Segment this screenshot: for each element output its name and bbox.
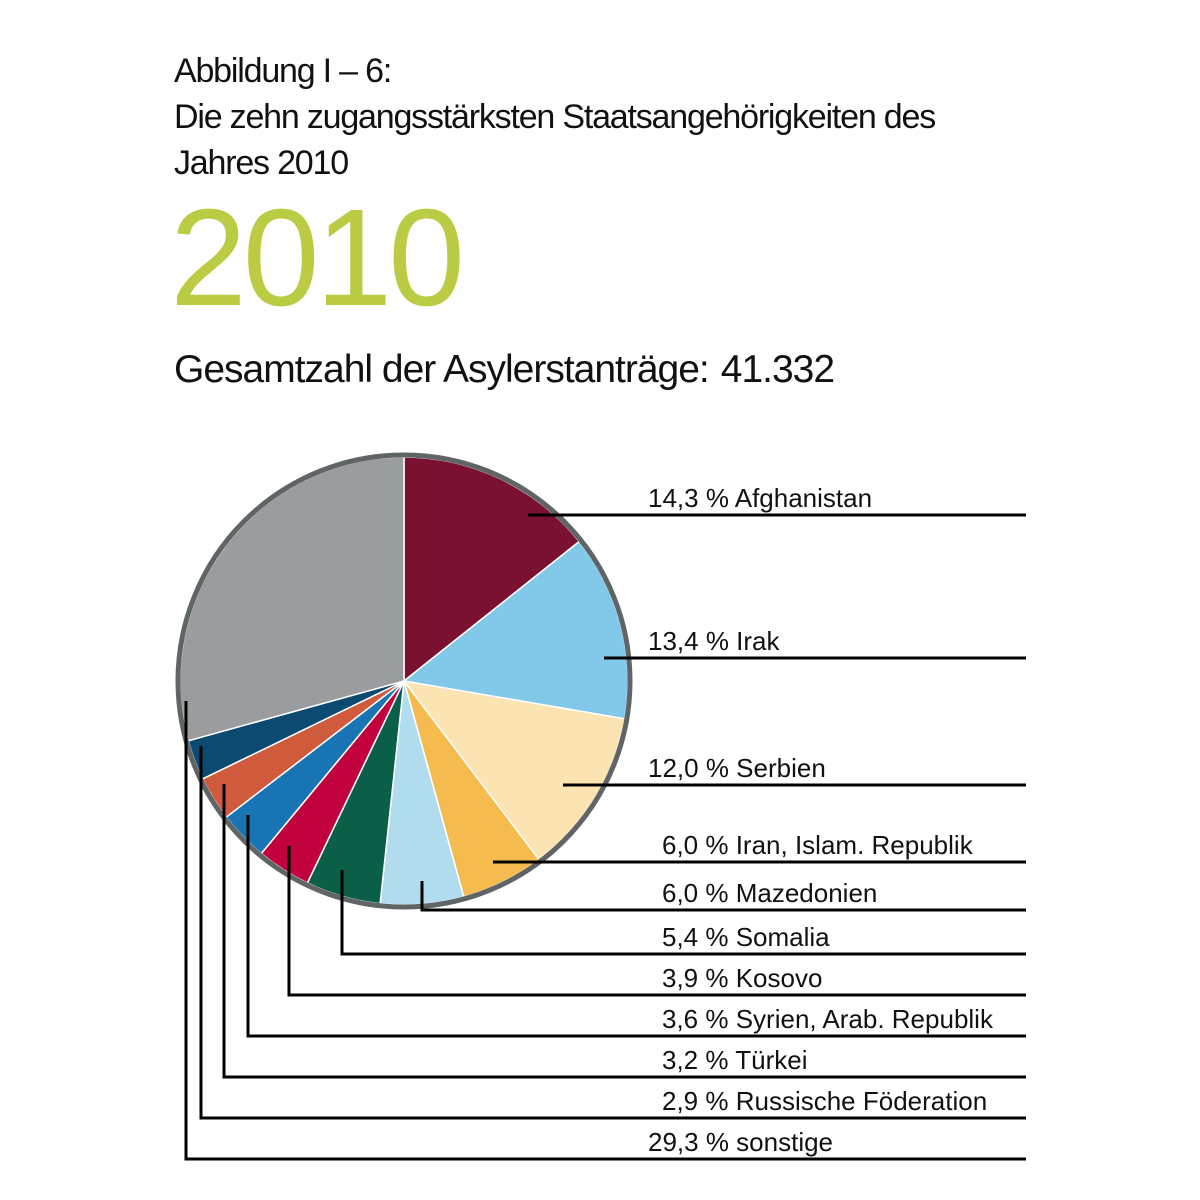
pie-outline — [175, 452, 633, 910]
leader-line — [199, 746, 1026, 1120]
pie-slices — [179, 456, 629, 906]
legend-label: 13,4 % Irak — [648, 626, 781, 656]
figure-title-line-2: Jahres 2010 — [174, 144, 349, 182]
leader-line — [184, 701, 1026, 1161]
figure-title-line-1: Die zehn zugangsstärksten Staatsangehöri… — [174, 98, 936, 136]
leader-line — [420, 881, 1026, 912]
legend-label: 3,9 % Kosovo — [662, 963, 822, 993]
leader-line — [246, 815, 1026, 1038]
year-heading: 2010 — [170, 181, 465, 335]
legend-label: 5,4 % Somalia — [662, 922, 830, 952]
total-label: Gesamtzahl der Asylerstanträge: — [174, 348, 710, 391]
leader-line — [340, 870, 1026, 956]
total-applications: Gesamtzahl der Asylerstanträge: 41.332 — [174, 346, 835, 394]
leader-line — [222, 784, 1026, 1079]
legend-label: 3,6 % Syrien, Arab. Republik — [662, 1004, 994, 1034]
legend-labels: 14,3 % Afghanistan 13,4 % Irak 12,0 % Serb… — [648, 483, 994, 1157]
legend-label: 3,2 % Türkei — [662, 1045, 807, 1075]
figure-label: Abbildung I – 6: — [174, 52, 392, 90]
legend-label: 12,0 % Serbien — [648, 753, 826, 783]
legend-label: 6,0 % Mazedonien — [662, 878, 877, 908]
figure-caption: Abbildung I – 6: Die zehn zugangsstärkst… — [174, 48, 936, 186]
leader-lines — [184, 513, 1026, 1161]
legend-label: 14,3 % Afghanistan — [648, 483, 872, 513]
legend-label: 6,0 % Iran, Islam. Republik — [662, 830, 974, 860]
legend-label: 29,3 % sonstige — [648, 1127, 833, 1157]
leader-line — [287, 846, 1026, 997]
legend-label: 2,9 % Russische Föderation — [662, 1086, 987, 1116]
total-value: 41.332 — [720, 348, 835, 391]
